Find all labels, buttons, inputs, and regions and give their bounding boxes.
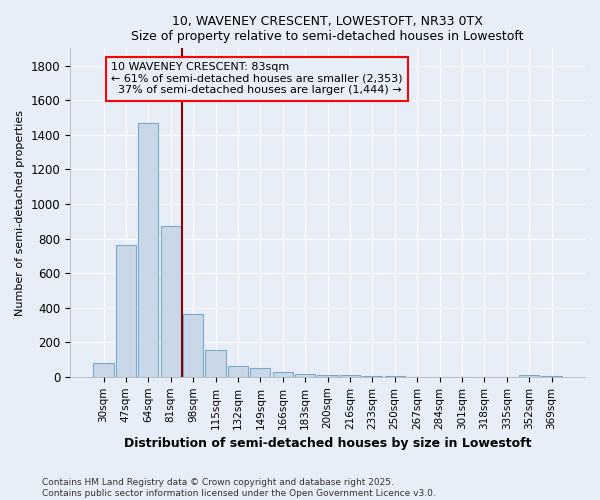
Text: 10 WAVENEY CRESCENT: 83sqm
← 61% of semi-detached houses are smaller (2,353)
  3: 10 WAVENEY CRESCENT: 83sqm ← 61% of semi… [112, 62, 403, 96]
Bar [250, 368, 271, 377]
Text: Contains HM Land Registry data © Crown copyright and database right 2025.
Contai: Contains HM Land Registry data © Crown c… [42, 478, 436, 498]
Bar [183, 314, 203, 377]
Bar [317, 375, 338, 377]
Y-axis label: Number of semi-detached properties: Number of semi-detached properties [15, 110, 25, 316]
Bar [340, 376, 360, 377]
Bar [295, 374, 315, 377]
Bar [272, 372, 293, 377]
Bar [94, 363, 113, 377]
Bar [519, 375, 539, 377]
Title: 10, WAVENEY CRESCENT, LOWESTOFT, NR33 0TX
Size of property relative to semi-deta: 10, WAVENEY CRESCENT, LOWESTOFT, NR33 0T… [131, 15, 524, 43]
Bar [116, 246, 136, 377]
Bar [138, 122, 158, 377]
Bar [362, 376, 382, 377]
Bar [228, 366, 248, 377]
Bar [205, 350, 226, 377]
Bar [541, 376, 562, 377]
X-axis label: Distribution of semi-detached houses by size in Lowestoft: Distribution of semi-detached houses by … [124, 437, 531, 450]
Bar [161, 226, 181, 377]
